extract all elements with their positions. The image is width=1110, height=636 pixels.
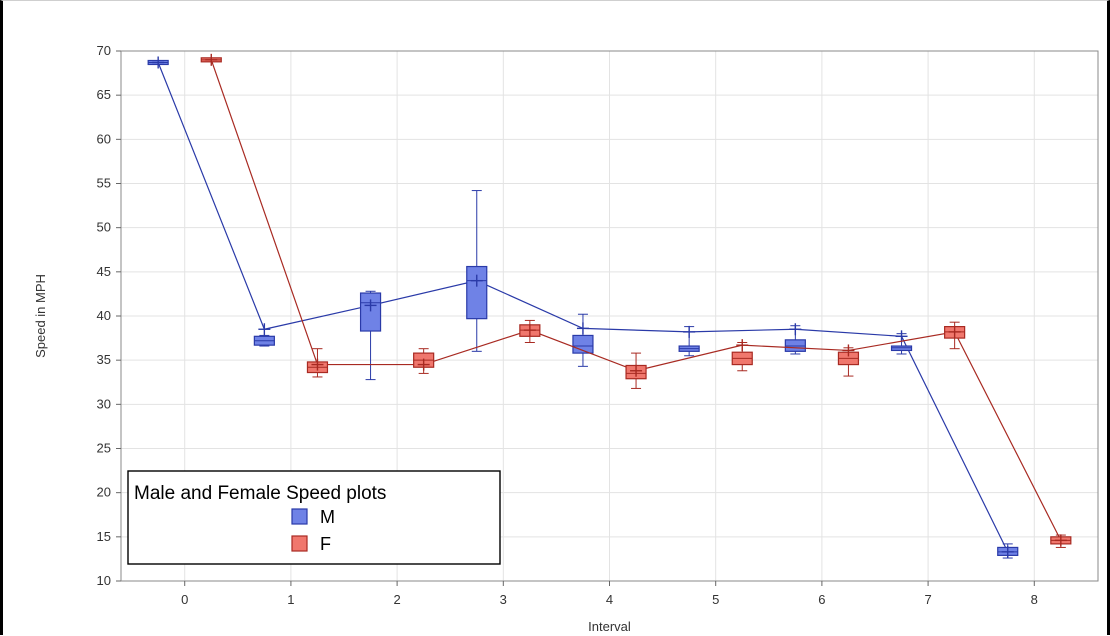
x-tick-label: 8 [1031,592,1038,607]
legend-swatch-M [291,508,308,525]
box [359,292,382,332]
x-axis-label: Interval [588,619,631,634]
y-axis-label: Speed in MPH [33,274,48,358]
x-tick-label: 4 [606,592,613,607]
box-F-interval-4 [625,352,647,389]
box-F-interval-8 [1050,534,1072,548]
x-tick-label: 2 [393,592,400,607]
box-F-interval-3 [519,319,541,343]
x-tick-label: 1 [287,592,294,607]
y-tick-label: 65 [97,87,111,102]
x-tick-label: 5 [712,592,719,607]
legend-label-M: M [320,507,335,527]
box-F-interval-0 [200,53,222,66]
box-M-interval-6 [784,323,806,355]
box-M-interval-8 [997,543,1019,559]
y-tick-label: 35 [97,352,111,367]
box-M-interval-3 [466,190,488,352]
series-F [200,53,1072,548]
box-M-interval-2 [359,290,382,381]
box-M-interval-1 [253,323,275,347]
legend-box [127,470,501,565]
y-tick-label: 60 [97,131,111,146]
series [147,53,1072,559]
box-M-interval-0 [147,56,169,69]
y-tick-label: 40 [97,308,111,323]
y-tick-label: 15 [97,529,111,544]
legend-label-F: F [320,534,331,554]
legend-swatch-F [291,535,308,552]
box-M-interval-5 [678,325,700,357]
box-F-interval-2 [413,348,435,374]
x-tick-label: 0 [181,592,188,607]
x-tick-label: 7 [924,592,931,607]
series-M [147,56,1019,559]
y-tick-label: 20 [97,485,111,500]
y-tick-label: 30 [97,396,111,411]
legend: Male and Female Speed plots MF [127,470,501,565]
box-F-interval-7 [944,321,966,350]
y-tick-label: 50 [97,220,111,235]
box [466,265,488,320]
y-tick-label: 70 [97,43,111,58]
y-tick-label: 10 [97,573,111,588]
x-tick-label: 3 [500,592,507,607]
box-F-interval-5 [731,339,753,372]
y-tick-label: 55 [97,176,111,191]
legend-title: Male and Female Speed plots [134,483,386,504]
y-tick-label: 25 [97,441,111,456]
box-F-interval-1 [306,348,329,378]
x-tick-label: 6 [818,592,825,607]
box-F-interval-6 [837,344,860,377]
box-M-interval-7 [890,330,913,355]
y-tick-label: 45 [97,264,111,279]
